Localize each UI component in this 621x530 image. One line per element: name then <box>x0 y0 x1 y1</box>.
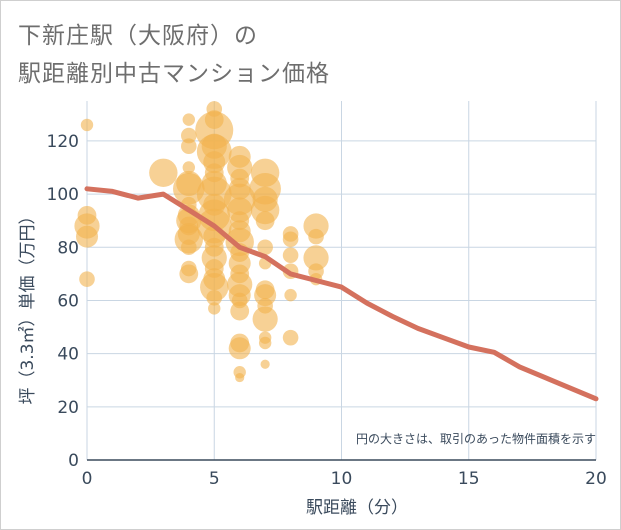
y-tick-label: 120 <box>47 132 79 152</box>
x-tick-label: 20 <box>585 469 607 489</box>
bubble <box>258 336 272 350</box>
x-tick-label: 0 <box>82 469 93 489</box>
bubble <box>76 225 98 248</box>
bubble <box>308 228 324 245</box>
bubble <box>255 211 275 231</box>
bubble <box>200 272 229 302</box>
bubble <box>173 172 205 205</box>
bubble <box>303 245 329 271</box>
bubble <box>228 337 251 360</box>
chart-title-line1: 下新庄駅（大阪府）の <box>18 23 258 49</box>
bubble <box>181 239 197 256</box>
x-ticks: 0 5 10 15 20 <box>82 469 607 489</box>
bubble <box>181 138 197 155</box>
y-tick-label: 100 <box>47 185 79 205</box>
bubble <box>182 161 195 174</box>
bubble <box>179 264 199 284</box>
bubbles <box>74 101 329 383</box>
y-tick-label: 0 <box>68 451 79 471</box>
x-tick-label: 10 <box>331 469 353 489</box>
bubble <box>284 288 297 302</box>
bubble <box>260 359 270 369</box>
trend-line <box>84 186 599 402</box>
bubble <box>230 301 250 321</box>
y-tick-label: 60 <box>57 291 79 311</box>
size-note: 円の大きさは、取引のあった物件面積を示す <box>356 431 596 446</box>
bubble <box>282 329 299 346</box>
y-tick-label: 20 <box>57 398 79 418</box>
chart-title-line2: 駅距離別中古マンション価格 <box>18 61 330 87</box>
bubble <box>206 289 223 306</box>
x-tick-label: 5 <box>209 469 220 489</box>
y-tick-label: 40 <box>57 345 79 365</box>
bubble <box>282 231 299 248</box>
y-axis-label: 坪（3.3㎡）単価（万円） <box>18 207 38 404</box>
bubble <box>208 302 221 315</box>
bubble <box>252 306 278 332</box>
bubble <box>235 372 245 383</box>
bubble <box>80 118 94 132</box>
bubble <box>182 113 195 126</box>
grid <box>86 101 597 460</box>
bubble <box>149 158 178 187</box>
y-ticks: 0 20 40 60 80 100 120 <box>47 132 79 471</box>
x-tick-label: 15 <box>458 469 480 489</box>
bubble <box>257 239 273 256</box>
y-tick-label: 80 <box>57 238 79 258</box>
bubble <box>79 271 95 287</box>
x-axis-label: 駅距離（分） <box>306 498 408 518</box>
bubble <box>282 247 299 264</box>
